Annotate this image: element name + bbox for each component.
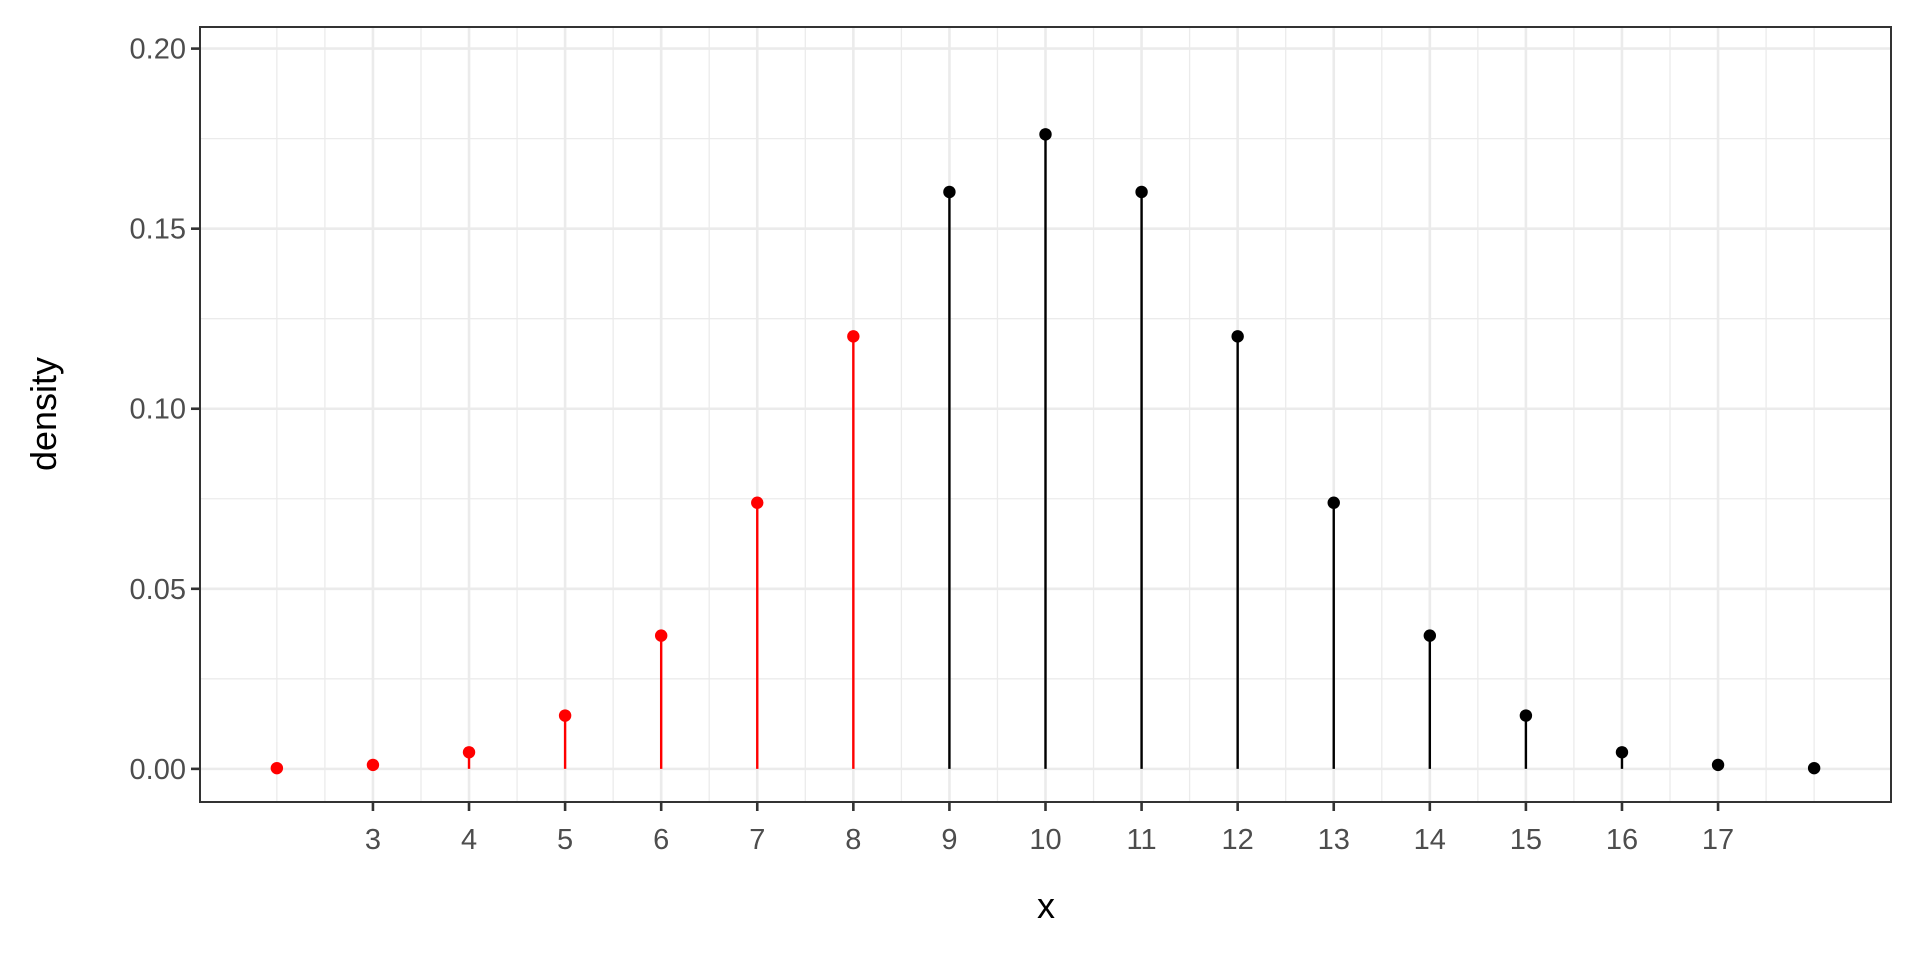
y-tick-label: 0.05 — [130, 574, 186, 606]
x-tick-label: 15 — [1510, 824, 1542, 856]
x-tick-label: 17 — [1702, 824, 1734, 856]
point-x11 — [1135, 185, 1148, 199]
point-x8 — [847, 330, 860, 343]
point-x12 — [1231, 330, 1244, 343]
point-x18 — [1807, 761, 1821, 775]
point-x10 — [1039, 128, 1052, 141]
point-x17 — [1711, 758, 1725, 772]
point-x3 — [366, 758, 380, 772]
x-tick-label: 6 — [653, 824, 669, 856]
point-x15 — [1519, 709, 1533, 722]
x-tick-label: 14 — [1414, 824, 1446, 856]
point-x4 — [462, 746, 476, 759]
axes: 3 4 5 6 7 8 9 10 11 12 13 14 15 16 17 0.00 0.05 0.10 0.15 0… — [130, 34, 1735, 856]
y-tick-label: 0.00 — [130, 754, 186, 786]
x-tick-label: 7 — [749, 824, 765, 856]
point-x2 — [270, 761, 284, 775]
x-tick-label: 11 — [1127, 824, 1157, 856]
x-tick-label: 12 — [1222, 824, 1254, 856]
y-tick-label: 0.10 — [130, 394, 186, 426]
y-tick-label: 0.20 — [130, 34, 186, 66]
point-x5 — [558, 709, 572, 722]
point-x16 — [1615, 746, 1629, 759]
point-x13 — [1327, 496, 1340, 509]
point-x6 — [654, 629, 668, 642]
marks — [270, 128, 1821, 775]
x-tick-label: 13 — [1318, 824, 1350, 856]
x-tick-label: 5 — [557, 824, 573, 856]
grid — [200, 27, 1891, 802]
y-tick-label: 0.15 — [130, 214, 186, 246]
x-tick-label: 10 — [1029, 824, 1061, 856]
point-x14 — [1423, 629, 1437, 642]
point-x7 — [751, 496, 764, 509]
x-tick-label: 16 — [1606, 824, 1638, 856]
x-axis-title: x — [1037, 885, 1055, 926]
x-tick-label: 9 — [941, 824, 957, 856]
x-tick-label: 8 — [845, 824, 861, 856]
x-tick-label: 4 — [461, 824, 477, 856]
x-tick-label: 3 — [365, 824, 381, 856]
y-axis-title: density — [23, 357, 64, 471]
point-x9 — [943, 185, 956, 199]
